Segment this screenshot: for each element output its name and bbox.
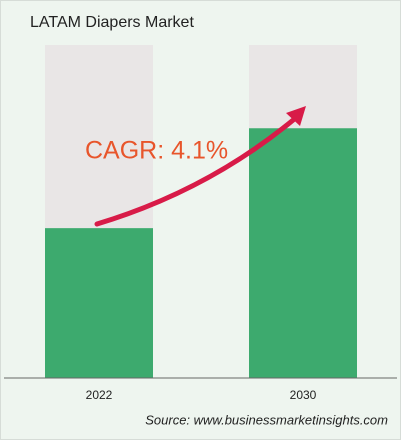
bar <box>45 228 153 378</box>
x-tick-label: 2022 <box>86 388 113 402</box>
cagr-arrow <box>94 113 301 227</box>
cagr-label: CAGR: 4.1% <box>85 137 228 165</box>
plot-area: 2022 2030 <box>45 45 357 402</box>
bar <box>249 128 357 378</box>
source: Source: www.businessmarketinsights.com <box>145 412 388 427</box>
chart-title: LATAM Diapers Market <box>30 14 194 31</box>
x-tick-label: 2030 <box>290 388 317 402</box>
cagr-arrowhead <box>286 106 306 126</box>
